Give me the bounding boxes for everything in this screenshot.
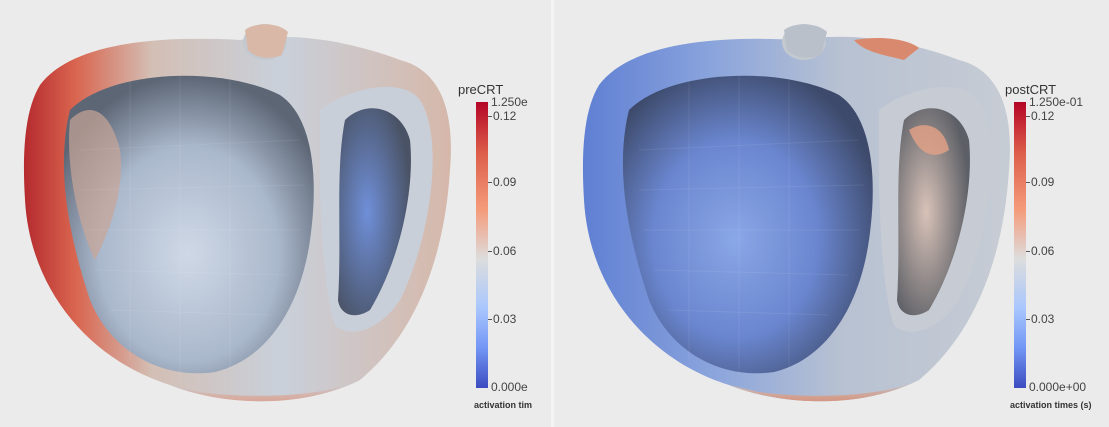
colorbar-tick: 0.06 bbox=[1031, 244, 1055, 258]
colorbar-tick: 0.03 bbox=[1031, 312, 1055, 326]
panel-divider bbox=[551, 0, 554, 427]
colorbar-min-label: 0.000e+00 bbox=[1029, 380, 1087, 394]
colorbar-max-label: 1.250e-01 bbox=[1029, 95, 1084, 109]
preCRT-panel: preCRT 1.250e 0.12 0.09 0.06 0.03 0.000e… bbox=[0, 0, 551, 427]
colorbar-tick: 0.12 bbox=[1031, 109, 1055, 123]
colorbar-tick: 0.09 bbox=[1031, 175, 1055, 189]
colorbar bbox=[1014, 102, 1026, 388]
colorbar-tick: 0.06 bbox=[493, 244, 517, 258]
postCRT-heart-render bbox=[582, 24, 1010, 402]
postCRT-panel: postCRT 1.250e-01 0.12 0.09 0.06 0.03 0.… bbox=[554, 0, 1109, 427]
colorbar-tick: 0.12 bbox=[493, 109, 517, 123]
colorbar-min-label: 0.000e bbox=[491, 380, 528, 394]
colorbar-max-label: 1.250e bbox=[491, 95, 528, 109]
colorbar-title: postCRT bbox=[1005, 82, 1057, 97]
preCRT-heart-render bbox=[23, 24, 451, 402]
colorbar-tick: 0.03 bbox=[493, 312, 517, 326]
colorbar-caption: activation times (s) bbox=[1010, 400, 1092, 410]
colorbar-title: preCRT bbox=[458, 82, 504, 97]
colorbar-tick: 0.09 bbox=[493, 175, 517, 189]
colorbar-caption: activation tim bbox=[474, 400, 533, 410]
colorbar bbox=[476, 102, 488, 388]
